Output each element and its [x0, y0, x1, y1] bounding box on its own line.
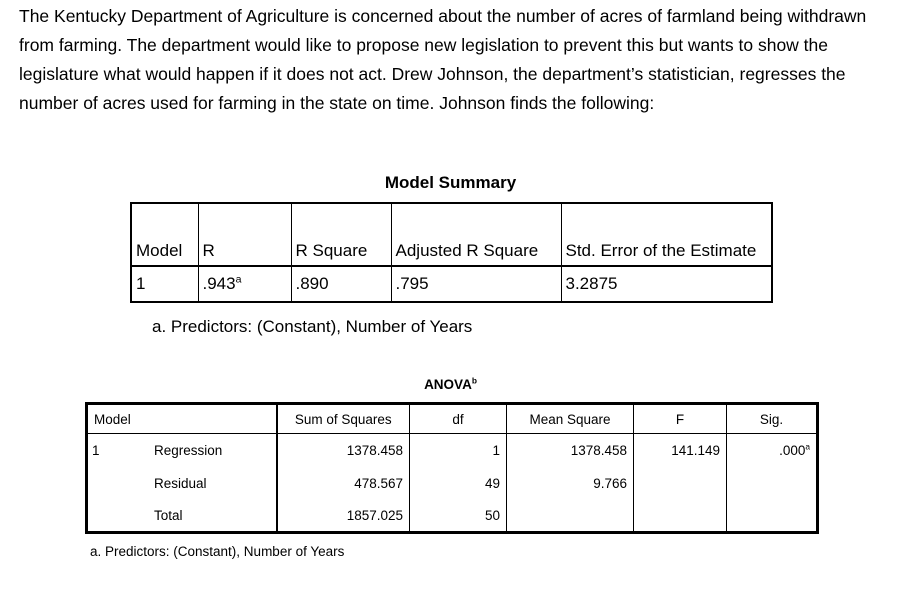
anova-header-df: df: [409, 403, 507, 434]
model-summary-header-row: Model R R Square Adjusted R Square Std. …: [130, 202, 773, 267]
anova-title: ANOVAb: [85, 375, 816, 392]
anova-f-value: 141.149: [633, 433, 727, 467]
anova-sum-of-squares-value: 1378.458: [276, 433, 410, 467]
anova-sig-value: .000: [779, 442, 806, 458]
anova-table: Model Sum of Squares df Mean Square F Si…: [85, 402, 819, 534]
anova-model-cell: Residual: [86, 466, 278, 500]
ms-header-adjusted-r-square: Adjusted R Square: [390, 202, 562, 267]
ms-header-model: Model: [130, 202, 199, 267]
anova-df-value: 50: [409, 499, 507, 533]
anova-header-model: Model: [86, 403, 278, 434]
ms-r-value: .943: [202, 274, 236, 293]
anova-row-label: Regression: [154, 442, 223, 458]
anova-row-total: Total 1857.025 50: [86, 499, 818, 533]
ms-cell-r-square: .890: [290, 265, 392, 303]
anova-f-value: [633, 466, 727, 500]
ms-header-r: R: [197, 202, 292, 267]
anova-sig-cell: [726, 466, 818, 500]
ms-header-r-square: R Square: [290, 202, 392, 267]
anova-header-row: Model Sum of Squares df Mean Square F Si…: [86, 403, 818, 434]
anova-model-cell: Total: [86, 499, 278, 533]
anova-row-label: Residual: [154, 475, 207, 491]
anova-sig-superscript: a: [805, 441, 810, 452]
anova-model-cell: 1 Regression: [86, 433, 278, 467]
anova-title-text: ANOVA: [424, 377, 472, 392]
anova-sum-of-squares-value: 478.567: [276, 466, 410, 500]
ms-cell-adjusted-r-square: .795: [390, 265, 562, 303]
anova-footnote: a. Predictors: (Constant), Number of Yea…: [90, 544, 345, 559]
model-summary-table: Model R R Square Adjusted R Square Std. …: [130, 202, 773, 303]
anova-mean-square-value: 1378.458: [506, 433, 634, 467]
model-summary-title: Model Summary: [384, 173, 517, 192]
anova-header-sig: Sig.: [726, 403, 818, 434]
ms-r-superscript: a: [235, 273, 242, 286]
anova-mean-square-value: 9.766: [506, 466, 634, 500]
ms-header-std-error: Std. Error of the Estimate: [560, 202, 773, 267]
ms-cell-r: .943a: [197, 265, 292, 303]
anova-row-label: Total: [154, 507, 183, 523]
anova-df-value: 49: [409, 466, 507, 500]
anova-header-mean-square: Mean Square: [506, 403, 634, 434]
ms-cell-std-error: 3.2875: [560, 265, 773, 303]
anova-f-value: [633, 499, 727, 533]
anova-header-f: F: [633, 403, 727, 434]
anova-mean-square-value: [506, 499, 634, 533]
anova-title-superscript: b: [471, 375, 477, 386]
anova-header-sum-of-squares: Sum of Squares: [276, 403, 410, 434]
anova-row-residual: Residual 478.567 49 9.766: [86, 466, 818, 500]
model-summary-footnote: a. Predictors: (Constant), Number of Yea…: [152, 317, 473, 336]
model-summary-data-row: 1 .943a .890 .795 3.2875: [130, 265, 773, 303]
anova-model-number: 1: [92, 442, 100, 458]
anova-sum-of-squares-value: 1857.025: [276, 499, 410, 533]
ms-cell-model-number: 1: [130, 265, 199, 303]
anova-sig-cell: .000a: [726, 433, 818, 467]
anova-sig-cell: [726, 499, 818, 533]
anova-df-value: 1: [409, 433, 507, 467]
anova-row-regression: 1 Regression 1378.458 1 1378.458 141.149 …: [86, 433, 818, 467]
intro-paragraph: The Kentucky Department of Agriculture i…: [19, 6, 867, 113]
